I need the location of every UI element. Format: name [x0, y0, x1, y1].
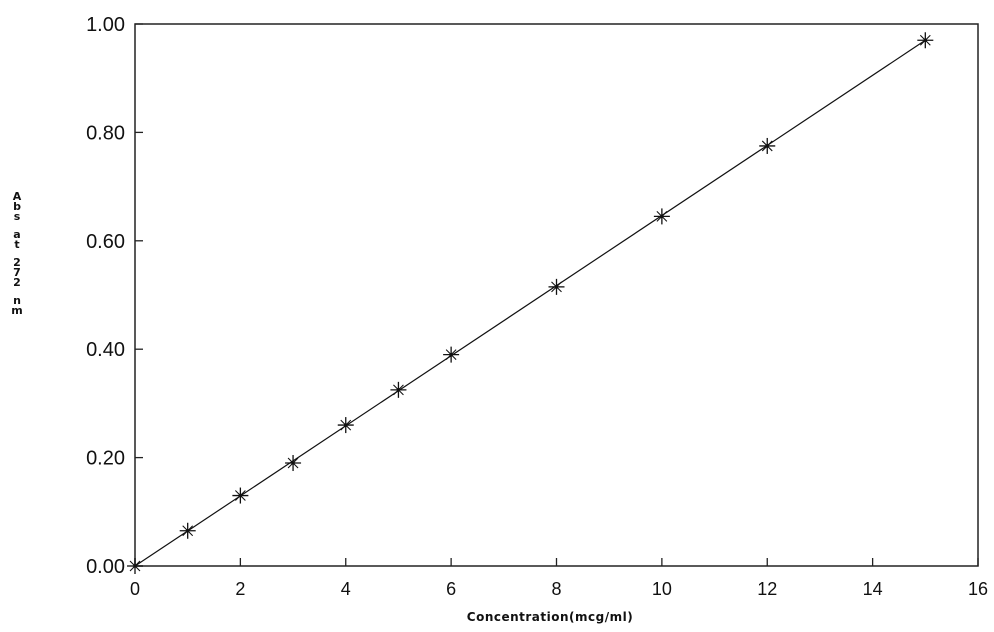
- y-tick-label: 0.40: [86, 339, 125, 361]
- y-axis-label-char: s: [13, 210, 21, 223]
- y-tick-label: 0.20: [86, 448, 125, 470]
- marker-center: [133, 564, 137, 568]
- x-tick-label: 10: [652, 579, 672, 599]
- data-point: [232, 487, 249, 504]
- marker-center: [449, 352, 453, 357]
- x-tick-label: 14: [863, 579, 883, 599]
- x-tick-label: 16: [968, 579, 988, 599]
- data-point: [917, 32, 934, 49]
- y-axis-label-char: 2: [13, 276, 21, 289]
- marker-center: [923, 38, 928, 43]
- marker-center: [660, 214, 664, 219]
- data-point: [548, 278, 565, 295]
- data-point: [127, 558, 143, 574]
- y-tick-label: 0.80: [86, 122, 125, 144]
- fit-line: [134, 39, 926, 567]
- marker-center: [185, 528, 190, 533]
- y-tick-label: 0.60: [86, 231, 125, 253]
- data-point: [759, 137, 776, 154]
- axis-tick-labels: 0 2 4 6 8 10 12 14 16 0.00 0.20 0.40 0.60 0.80 1.00: [86, 14, 988, 599]
- x-axis-label: Concentration(mcg/ml): [466, 610, 634, 624]
- y-axis-label-char: 7: [13, 266, 21, 279]
- data-point: [337, 417, 354, 434]
- y-axis-label-char: a: [13, 228, 21, 241]
- data-point: [179, 522, 196, 539]
- y-tick-label: 0.00: [86, 556, 125, 578]
- plot-frame: [134, 23, 979, 567]
- x-tick-label: 2: [235, 579, 245, 599]
- data-point: [653, 208, 670, 225]
- x-tick-label: 6: [446, 579, 456, 599]
- y-axis-label-char: 2: [13, 256, 21, 269]
- data-points: [127, 32, 934, 574]
- x-tick-label: 8: [551, 579, 561, 599]
- data-point: [390, 381, 407, 398]
- y-axis-label-char: A: [12, 190, 22, 203]
- marker-center: [238, 493, 243, 498]
- x-tick-label: 12: [757, 579, 777, 599]
- data-point: [443, 346, 460, 363]
- y-axis-label-char: m: [11, 304, 23, 317]
- y-axis-label-char: n: [13, 294, 21, 307]
- y-axis-label-char: t: [14, 238, 20, 251]
- marker-center: [765, 144, 770, 148]
- x-tick-label: 4: [341, 579, 351, 599]
- marker-center: [343, 423, 348, 427]
- y-tick-label: 1.00: [86, 14, 125, 36]
- marker-center: [396, 388, 401, 392]
- marker-center: [291, 461, 295, 465]
- data-point: [285, 455, 302, 472]
- y-axis-label-char: b: [13, 200, 21, 213]
- axis-ticks: [134, 23, 979, 567]
- x-tick-label: 0: [130, 579, 140, 599]
- marker-center: [554, 285, 559, 289]
